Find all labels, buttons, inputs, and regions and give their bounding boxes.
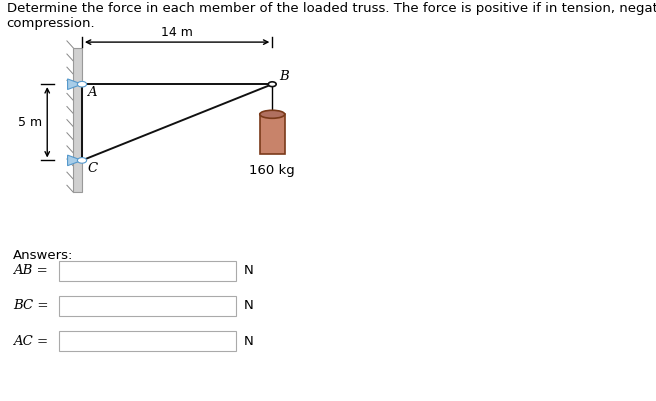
Ellipse shape xyxy=(260,110,285,118)
Bar xyxy=(260,114,285,154)
Circle shape xyxy=(77,81,87,87)
Text: N: N xyxy=(244,335,254,348)
Text: AB =: AB = xyxy=(13,264,48,277)
Text: Answers:: Answers: xyxy=(13,249,73,261)
Text: A: A xyxy=(87,86,97,99)
Bar xyxy=(59,331,236,351)
Text: 5 m: 5 m xyxy=(18,116,42,129)
Text: 160 kg: 160 kg xyxy=(249,164,295,177)
Text: Determine the force in each member of the loaded truss. The force is positive if: Determine the force in each member of th… xyxy=(7,2,656,30)
Text: 14 m: 14 m xyxy=(161,26,193,39)
Bar xyxy=(59,296,236,316)
Text: N: N xyxy=(244,264,254,277)
Polygon shape xyxy=(68,155,82,166)
Text: C: C xyxy=(87,162,97,175)
Circle shape xyxy=(268,82,276,87)
Bar xyxy=(73,48,82,192)
Text: B: B xyxy=(279,71,289,83)
Text: N: N xyxy=(244,300,254,312)
Circle shape xyxy=(77,158,87,163)
Polygon shape xyxy=(68,79,82,89)
Bar xyxy=(59,261,236,281)
Text: AC =: AC = xyxy=(13,335,49,348)
Text: BC =: BC = xyxy=(13,300,49,312)
